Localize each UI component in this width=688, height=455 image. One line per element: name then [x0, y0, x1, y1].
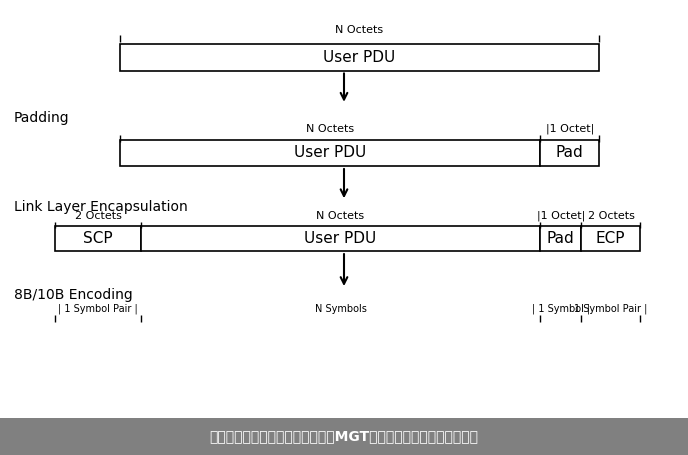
- Text: Padding: Padding: [14, 111, 69, 125]
- Text: SCP: SCP: [83, 231, 113, 246]
- Text: Pad: Pad: [547, 231, 574, 246]
- Bar: [120, 140, 540, 166]
- Text: ECP: ECP: [596, 231, 625, 246]
- Text: Link Layer Encapsulation: Link Layer Encapsulation: [14, 200, 188, 214]
- Text: Pad: Pad: [555, 146, 583, 160]
- Text: 8B/10B Encoding: 8B/10B Encoding: [14, 288, 133, 302]
- Text: | 1 Symbol |: | 1 Symbol |: [532, 304, 590, 314]
- Bar: [540, 226, 581, 251]
- Text: 高速串行总线设计基础（十）常用MGT协议简介以及自定义协议示例: 高速串行总线设计基础（十）常用MGT协议简介以及自定义协议示例: [210, 430, 478, 443]
- Text: N Symbols: N Symbols: [314, 304, 367, 314]
- Text: User PDU: User PDU: [323, 50, 396, 65]
- Bar: [55, 226, 141, 251]
- Text: |1 Octet|: |1 Octet|: [546, 124, 594, 134]
- Text: 1 Symbol Pair |: 1 Symbol Pair |: [574, 304, 647, 314]
- Text: N Octets: N Octets: [336, 25, 383, 35]
- Text: |1 Octet|: |1 Octet|: [537, 210, 585, 221]
- Text: User PDU: User PDU: [294, 146, 367, 160]
- Text: 2 Octets: 2 Octets: [588, 211, 634, 221]
- Text: N Octets: N Octets: [316, 211, 365, 221]
- Bar: [581, 226, 640, 251]
- Bar: [0, 418, 688, 455]
- Text: | 1 Symbol Pair |: | 1 Symbol Pair |: [58, 304, 138, 314]
- Text: User PDU: User PDU: [304, 231, 377, 246]
- Text: 2 Octets: 2 Octets: [74, 211, 122, 221]
- Bar: [540, 140, 599, 166]
- Text: N Octets: N Octets: [306, 124, 354, 134]
- Bar: [141, 226, 540, 251]
- Bar: [120, 44, 599, 71]
